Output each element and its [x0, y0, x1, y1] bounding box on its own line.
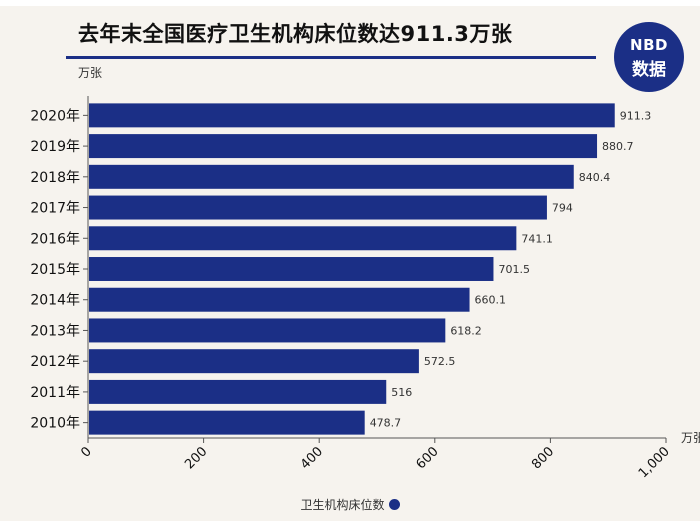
data-label: 741.1	[521, 232, 553, 245]
legend-label: 卫生机构床位数	[300, 498, 385, 512]
nbd-logo: NBD 数据	[614, 22, 684, 92]
bar[interactable]	[89, 257, 494, 281]
bar[interactable]	[89, 164, 574, 189]
bar[interactable]	[89, 226, 517, 251]
x-tick-label: 400	[298, 444, 326, 472]
bar[interactable]	[89, 134, 598, 159]
y-tick-label: 2016年	[30, 231, 80, 247]
bar[interactable]	[89, 287, 470, 312]
x-axis-unit-label: 万张	[681, 431, 700, 445]
y-tick-label: 2019年	[30, 139, 80, 155]
chart-title: 去年末全国医疗卫生机构床位数达911.3万张	[78, 22, 513, 46]
x-tick-label: 200	[182, 444, 210, 472]
bar[interactable]	[89, 195, 547, 220]
logo-text-top: NBD	[630, 36, 668, 54]
bar[interactable]	[89, 349, 419, 374]
data-label: 701.5	[498, 263, 530, 276]
logo-text-bottom: 数据	[632, 60, 666, 80]
x-tick-label: 1,000	[636, 444, 673, 481]
data-label: 572.5	[424, 355, 456, 368]
y-tick-label: 2011年	[30, 385, 80, 401]
y-tick-label: 2013年	[30, 323, 80, 339]
data-label: 840.4	[579, 171, 611, 184]
data-label: 618.2	[450, 324, 482, 337]
y-tick-label: 2017年	[30, 201, 80, 217]
y-tick-label: 2018年	[30, 170, 80, 186]
data-label: 516	[391, 386, 412, 399]
title-underline	[66, 56, 596, 59]
data-label: 794	[552, 202, 573, 215]
x-tick-label: 600	[413, 444, 441, 472]
y-tick-label: 2020年	[30, 108, 80, 124]
data-label: 880.7	[602, 140, 634, 153]
x-tick-label: 0	[78, 444, 94, 460]
legend[interactable]: 卫生机构床位数	[0, 496, 700, 513]
y-tick-label: 2012年	[30, 354, 80, 370]
y-tick-label: 2014年	[30, 293, 80, 309]
data-label: 911.3	[620, 109, 652, 122]
bar[interactable]	[89, 410, 365, 435]
y-tick-label: 2015年	[30, 262, 80, 278]
x-tick-label: 800	[529, 444, 557, 472]
bar[interactable]	[89, 318, 446, 343]
bar[interactable]	[89, 379, 387, 404]
y-tick-label: 2010年	[30, 416, 80, 432]
legend-marker	[388, 499, 400, 510]
top-strip	[0, 0, 700, 6]
bar[interactable]	[89, 103, 615, 128]
y-axis-unit-label: 万张	[78, 66, 103, 80]
data-label: 478.7	[370, 417, 402, 430]
data-label: 660.1	[475, 294, 507, 307]
